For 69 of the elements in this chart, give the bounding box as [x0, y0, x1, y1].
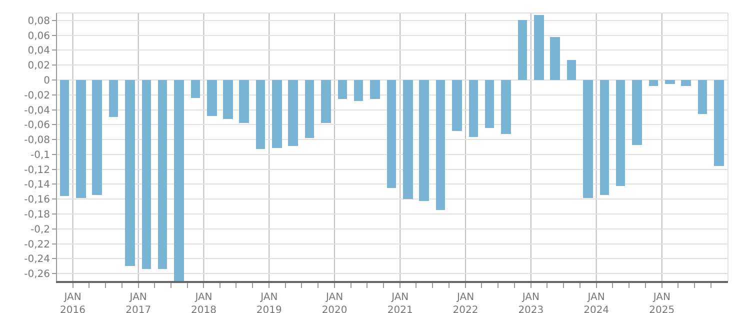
y-tick-label: -0,14: [24, 180, 50, 191]
bar: [469, 80, 478, 137]
bar: [321, 80, 331, 123]
bar: [125, 80, 135, 266]
bar: [387, 80, 396, 188]
y-tick-label: -0,18: [24, 210, 50, 220]
bar: [223, 80, 233, 119]
bar: [354, 80, 363, 101]
bar: [191, 80, 200, 98]
bar: [370, 80, 380, 99]
bar: [174, 80, 184, 281]
y-tick-label: 0,08: [28, 16, 50, 27]
x-tick-label: JAN 2025: [649, 292, 675, 313]
bar: [665, 80, 675, 84]
y-tick-label: -0,26: [24, 269, 50, 280]
bar: [714, 80, 724, 166]
x-tick-label: JAN 2024: [584, 292, 610, 313]
bar: [649, 80, 658, 86]
y-tick-label: 0,06: [28, 30, 50, 42]
x-tick-label: JAN 2021: [387, 292, 413, 313]
y-tick-label: -0,2: [30, 224, 50, 236]
bar: [256, 80, 265, 149]
bar: [567, 60, 576, 80]
y-tick-label: -0,06: [24, 120, 50, 132]
bar: [501, 80, 511, 134]
y-tick-label: -0,22: [24, 239, 50, 250]
bar: [616, 80, 625, 186]
bar: [452, 80, 462, 131]
bar: [239, 80, 249, 123]
bar: [272, 80, 282, 148]
y-tick-label: -0,02: [24, 90, 50, 102]
x-tick-label: JAN 2022: [452, 292, 478, 313]
bar: [403, 80, 413, 199]
y-tick-label: 0,02: [28, 60, 50, 72]
bar: [338, 80, 347, 99]
bar: [436, 80, 445, 210]
y-tick-label: -0,08: [24, 135, 50, 146]
bar: [92, 80, 102, 195]
bar: [600, 80, 609, 195]
bar: [485, 80, 494, 128]
y-tick-label: 0,04: [28, 46, 50, 57]
y-tick-label: -0,1: [30, 150, 50, 161]
x-tick-label: JAN 2016: [60, 292, 86, 313]
bar: [109, 80, 118, 117]
y-tick-label: -0,04: [24, 105, 50, 116]
bar: [158, 80, 167, 269]
y-tick-label: -0,16: [24, 194, 50, 206]
x-tick-label: JAN 2019: [256, 292, 282, 313]
bar: [142, 80, 151, 269]
bar: [288, 80, 298, 146]
x-tick-label: JAN 2020: [322, 292, 348, 313]
x-tick-label: JAN 2023: [518, 292, 544, 313]
bar: [583, 80, 593, 198]
y-tick-label: -0,24: [24, 254, 50, 266]
x-tick-label: JAN 2018: [191, 292, 216, 313]
y-tick-label: 0: [44, 76, 50, 86]
bar: [305, 80, 314, 138]
bar: [534, 15, 544, 80]
bar: [698, 80, 707, 114]
bar: [681, 80, 691, 86]
bar: [207, 80, 217, 116]
bar: [632, 80, 642, 145]
bar: [60, 80, 69, 196]
bar: [419, 80, 429, 201]
x-tick-label: JAN 2017: [126, 292, 152, 313]
bar: [76, 80, 86, 198]
bar: [518, 20, 527, 80]
y-tick-label: -0,12: [24, 164, 50, 176]
bar: [550, 37, 560, 80]
